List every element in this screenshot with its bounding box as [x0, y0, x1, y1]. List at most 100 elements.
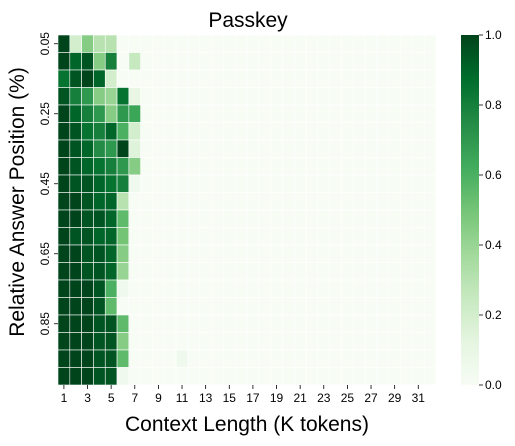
heatmap-cell	[234, 157, 248, 176]
heatmap-cell	[353, 227, 366, 246]
heatmap-cell	[412, 349, 425, 368]
heatmap-cell	[376, 174, 390, 193]
heatmap-cell	[57, 262, 71, 281]
heatmap-cell	[376, 104, 390, 123]
heatmap-cell	[187, 332, 201, 351]
heatmap-cell	[329, 262, 342, 281]
heatmap-cell	[341, 244, 354, 263]
heatmap-cell	[223, 227, 236, 246]
heatmap-cell	[57, 192, 71, 211]
heatmap-cell	[140, 174, 153, 193]
x-tick-label: 9	[155, 391, 162, 405]
heatmap-cell	[246, 34, 260, 53]
heatmap-cell	[364, 279, 378, 298]
heatmap-cell	[104, 122, 118, 141]
heatmap-cell	[93, 104, 106, 123]
heatmap-cell	[211, 52, 224, 71]
heatmap-cell	[93, 87, 106, 106]
heatmap-cell	[293, 297, 307, 316]
heatmap-cell	[81, 332, 94, 351]
heatmap-cell	[223, 192, 236, 211]
heatmap-cell	[175, 104, 189, 123]
heatmap-cell	[140, 87, 153, 106]
heatmap-cell	[164, 349, 177, 368]
heatmap-cell	[305, 52, 319, 71]
heatmap-cell	[258, 157, 271, 176]
heatmap-cell	[69, 297, 82, 316]
heatmap-cell	[152, 209, 165, 228]
heatmap-cell	[412, 104, 425, 123]
heatmap-cell	[57, 209, 71, 228]
heatmap-cell	[282, 297, 295, 316]
heatmap-cell	[423, 314, 437, 333]
heatmap-cell	[164, 104, 177, 123]
heatmap-cell	[211, 227, 224, 246]
heatmap-cell	[140, 227, 153, 246]
heatmap-cell	[317, 262, 330, 281]
heatmap-cell	[93, 349, 106, 368]
colorbar-ticks: 0.0 0.2 0.4 0.6 0.8 1.0	[479, 28, 502, 392]
heatmap-cell	[329, 34, 342, 53]
heatmap-cell	[199, 367, 212, 386]
heatmap-cell	[341, 279, 354, 298]
x-tick-label: 15	[223, 391, 237, 405]
heatmap-cell	[376, 297, 390, 316]
heatmap-cell	[164, 87, 177, 106]
heatmap-cell	[376, 314, 390, 333]
heatmap-cell	[388, 209, 401, 228]
heatmap-cell	[282, 157, 295, 176]
heatmap-cell	[400, 314, 413, 333]
heatmap-cell	[187, 279, 201, 298]
heatmap-cell	[270, 157, 283, 176]
heatmap-cell	[282, 314, 295, 333]
heatmap-cell	[376, 332, 390, 351]
heatmap-cell	[187, 52, 201, 71]
heatmap-cell	[246, 279, 260, 298]
heatmap-cell	[388, 139, 401, 158]
heatmap-cell	[199, 297, 212, 316]
heatmap-cell	[140, 122, 153, 141]
heatmap-cell	[412, 209, 425, 228]
heatmap-cell	[211, 104, 224, 123]
heatmap-cell	[270, 104, 283, 123]
heatmap-cell	[140, 244, 153, 263]
heatmap-cell	[187, 244, 201, 263]
heatmap-cell	[423, 122, 437, 141]
heatmap-cell	[211, 314, 224, 333]
heatmap-cell	[211, 244, 224, 263]
heatmap-cell	[293, 244, 307, 263]
heatmap-cell	[353, 209, 366, 228]
heatmap-cell	[57, 279, 71, 298]
heatmap-cell	[364, 244, 378, 263]
heatmap-cell	[246, 87, 260, 106]
heatmap-cell	[187, 209, 201, 228]
heatmap-cell	[93, 174, 106, 193]
heatmap-cell	[140, 69, 153, 88]
heatmap-cell	[376, 262, 390, 281]
heatmap-cell	[246, 69, 260, 88]
heatmap-cell	[258, 174, 271, 193]
heatmap-cell	[305, 192, 319, 211]
heatmap-cell	[246, 104, 260, 123]
heatmap-cell	[341, 262, 354, 281]
heatmap-cell	[353, 122, 366, 141]
heatmap-cell	[93, 262, 106, 281]
heatmap-cell	[329, 52, 342, 71]
heatmap-cell	[258, 209, 271, 228]
heatmap-cell	[246, 332, 260, 351]
heatmap-cell	[116, 262, 130, 281]
heatmap-cell	[211, 139, 224, 158]
heatmap-cell	[81, 174, 94, 193]
heatmap-cell	[270, 34, 283, 53]
heatmap-cell	[376, 122, 390, 141]
heatmap-cell	[116, 192, 130, 211]
heatmap-cell	[364, 332, 378, 351]
heatmap-cell	[341, 52, 354, 71]
heatmap-cell	[305, 34, 319, 53]
heatmap-cell	[317, 314, 330, 333]
heatmap-cell	[128, 209, 141, 228]
heatmap-cell	[423, 69, 437, 88]
heatmap-cell	[282, 174, 295, 193]
heatmap-cell	[104, 174, 118, 193]
heatmap-cell	[140, 104, 153, 123]
